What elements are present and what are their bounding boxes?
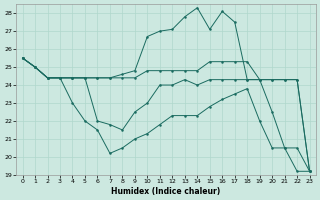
X-axis label: Humidex (Indice chaleur): Humidex (Indice chaleur) — [111, 187, 221, 196]
